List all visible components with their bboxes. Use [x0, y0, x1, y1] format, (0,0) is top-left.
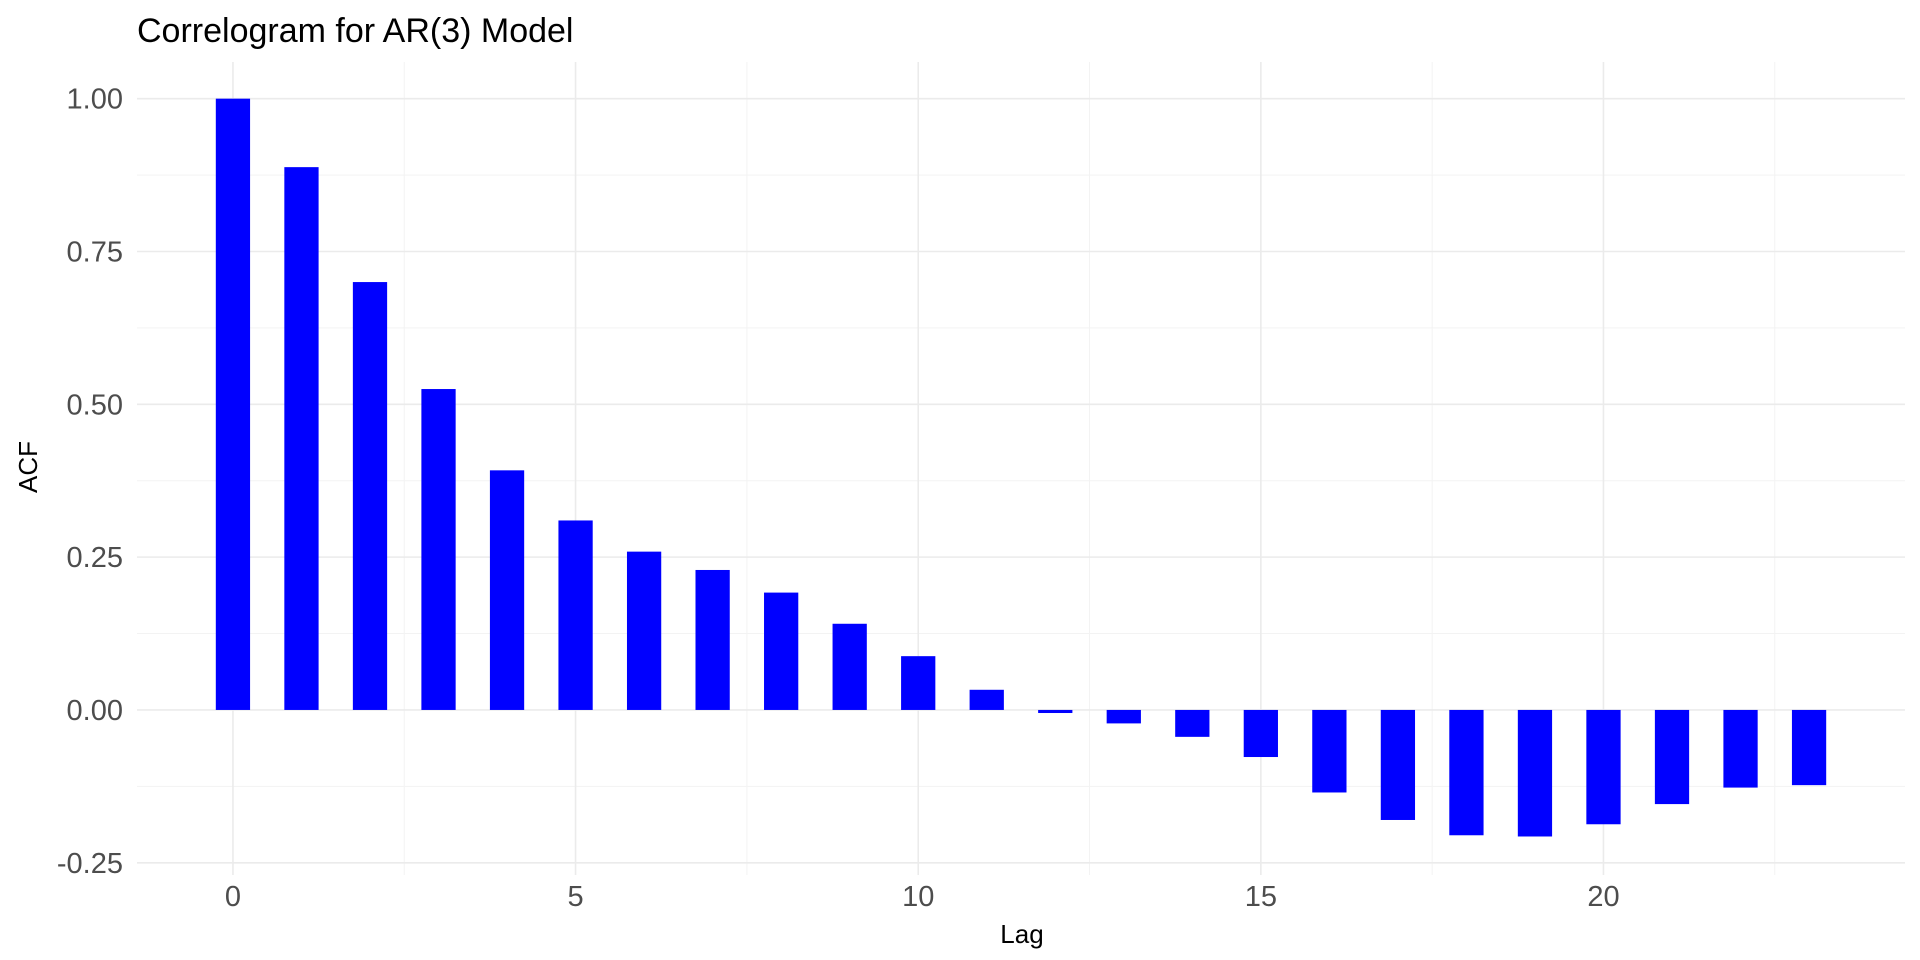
y-tick-label: 0.00: [67, 695, 123, 727]
x-tick-label: 15: [1245, 881, 1277, 913]
acf-bar-lag-0: [215, 98, 251, 710]
y-tick-label: 0.75: [67, 236, 123, 268]
y-tick-label: -0.25: [57, 848, 123, 880]
acf-bar-lag-19: [1517, 709, 1553, 837]
acf-bar-lag-23: [1791, 709, 1827, 786]
acf-bar-lag-9: [832, 623, 867, 710]
x-tick-label: 10: [902, 881, 934, 913]
acf-bar-lag-4: [489, 470, 525, 710]
bars: [215, 98, 1827, 837]
acf-bar-lag-16: [1312, 709, 1347, 793]
chart-title: Correlogram for AR(3) Model: [137, 12, 573, 50]
acf-bar-lag-22: [1723, 709, 1758, 788]
acf-bar-lag-7: [695, 569, 730, 710]
acf-bar-lag-20: [1586, 709, 1621, 825]
acf-bar-lag-18: [1449, 709, 1484, 836]
grid-lines: [137, 62, 1905, 875]
acf-bar-lag-17: [1380, 709, 1416, 820]
acf-bar-lag-14: [1175, 709, 1210, 737]
acf-bar-lag-15: [1243, 709, 1278, 758]
acf-bar-lag-10: [901, 656, 936, 710]
acf-bar-lag-6: [626, 551, 662, 710]
y-axis-title: ACF: [13, 441, 43, 493]
acf-bar-lag-2: [352, 282, 388, 710]
acf-bar-lag-13: [1106, 709, 1141, 724]
x-tick-label: 0: [225, 881, 241, 913]
y-tick-label: 0.50: [67, 389, 123, 421]
x-tick-label: 5: [568, 881, 584, 913]
acf-bar-lag-1: [284, 167, 319, 710]
acf-bar-lag-5: [558, 520, 593, 710]
y-tick-labels: -0.25 0.00 0.25 0.50 0.75 1.00: [57, 84, 123, 880]
acf-bar-lag-3: [421, 389, 456, 710]
x-tick-labels: 0 5 10 15 20: [225, 881, 1620, 913]
acf-bar-lag-8: [764, 592, 799, 710]
y-tick-label: 1.00: [67, 84, 123, 116]
x-tick-label: 20: [1587, 881, 1619, 913]
y-tick-label: 0.25: [67, 542, 123, 574]
acf-bar-lag-21: [1654, 709, 1690, 805]
acf-bar-lag-12: [1038, 709, 1073, 714]
x-axis-title: Lag: [1000, 919, 1043, 949]
acf-bar-lag-11: [969, 689, 1004, 710]
